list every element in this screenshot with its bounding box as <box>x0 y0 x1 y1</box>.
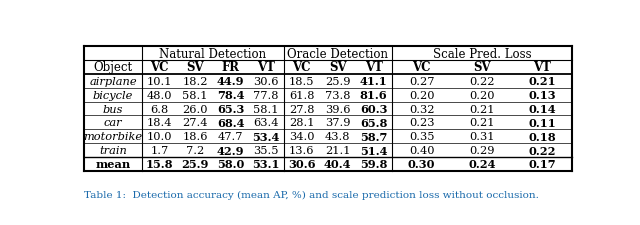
Text: VT: VT <box>533 61 551 74</box>
Text: 0.32: 0.32 <box>409 104 435 114</box>
Text: 65.8: 65.8 <box>360 117 387 128</box>
Text: airplane: airplane <box>89 76 137 86</box>
Text: SV: SV <box>186 61 204 74</box>
Text: 1.7: 1.7 <box>150 145 169 155</box>
Text: 37.9: 37.9 <box>325 118 351 128</box>
Text: 77.8: 77.8 <box>253 90 279 100</box>
Text: VT: VT <box>257 61 275 74</box>
Text: 0.21: 0.21 <box>528 76 556 87</box>
Text: 25.9: 25.9 <box>182 159 209 170</box>
Text: Object: Object <box>93 61 132 74</box>
Text: 13.6: 13.6 <box>289 145 314 155</box>
Text: 63.4: 63.4 <box>253 118 279 128</box>
Text: 0.24: 0.24 <box>468 159 495 170</box>
Text: 0.23: 0.23 <box>409 118 435 128</box>
Text: 53.4: 53.4 <box>252 131 280 142</box>
Text: 73.8: 73.8 <box>325 90 351 100</box>
Text: 39.6: 39.6 <box>325 104 351 114</box>
Text: 26.0: 26.0 <box>182 104 208 114</box>
Text: 0.18: 0.18 <box>528 131 556 142</box>
Text: VC: VC <box>292 61 311 74</box>
Text: 25.9: 25.9 <box>325 76 351 86</box>
Text: train: train <box>99 145 127 155</box>
Text: 51.4: 51.4 <box>360 145 387 156</box>
Text: 0.22: 0.22 <box>528 145 556 156</box>
Text: 40.4: 40.4 <box>324 159 351 170</box>
Text: 53.1: 53.1 <box>252 159 280 170</box>
Text: VC: VC <box>150 61 169 74</box>
Text: 30.6: 30.6 <box>253 76 279 86</box>
Text: motorbike: motorbike <box>83 132 143 142</box>
Text: 58.7: 58.7 <box>360 131 387 142</box>
Text: bicycle: bicycle <box>93 90 133 100</box>
Text: bus: bus <box>102 104 123 114</box>
Text: 27.4: 27.4 <box>182 118 208 128</box>
Text: Scale Pred. Loss: Scale Pred. Loss <box>433 47 531 60</box>
Text: 0.20: 0.20 <box>469 90 495 100</box>
Text: 81.6: 81.6 <box>360 90 387 101</box>
Text: 43.8: 43.8 <box>325 132 351 142</box>
Text: 0.22: 0.22 <box>469 76 495 86</box>
Text: 0.21: 0.21 <box>469 104 495 114</box>
Text: Natural Detection: Natural Detection <box>159 47 266 60</box>
Text: mean: mean <box>95 159 131 170</box>
Text: 10.1: 10.1 <box>147 76 172 86</box>
Text: 15.8: 15.8 <box>146 159 173 170</box>
Text: 6.8: 6.8 <box>150 104 169 114</box>
Text: SV: SV <box>473 61 491 74</box>
Text: Table 1:  Detection accuracy (mean AP, %) and scale prediction loss without occl: Table 1: Detection accuracy (mean AP, %)… <box>84 190 539 199</box>
Text: 58.1: 58.1 <box>253 104 279 114</box>
Text: 61.8: 61.8 <box>289 90 314 100</box>
Text: 0.14: 0.14 <box>528 104 556 115</box>
Text: 47.7: 47.7 <box>218 132 243 142</box>
Text: SV: SV <box>329 61 346 74</box>
Text: car: car <box>104 118 122 128</box>
Text: 35.5: 35.5 <box>253 145 279 155</box>
Text: 18.6: 18.6 <box>182 132 208 142</box>
Text: 0.31: 0.31 <box>469 132 495 142</box>
Text: 34.0: 34.0 <box>289 132 314 142</box>
Text: Oracle Detection: Oracle Detection <box>287 47 388 60</box>
Text: 0.17: 0.17 <box>528 159 556 170</box>
Text: 44.9: 44.9 <box>217 76 244 87</box>
Text: 0.21: 0.21 <box>469 118 495 128</box>
Text: VT: VT <box>365 61 383 74</box>
Text: 18.5: 18.5 <box>289 76 314 86</box>
Text: 30.6: 30.6 <box>288 159 316 170</box>
Text: 0.13: 0.13 <box>528 90 556 101</box>
Text: 42.9: 42.9 <box>217 145 244 156</box>
Text: 58.1: 58.1 <box>182 90 208 100</box>
Text: VC: VC <box>412 61 431 74</box>
Text: 78.4: 78.4 <box>217 90 244 101</box>
Text: FR: FR <box>221 61 239 74</box>
Text: 10.0: 10.0 <box>147 132 172 142</box>
Text: 65.3: 65.3 <box>217 104 244 115</box>
Text: 68.4: 68.4 <box>217 117 244 128</box>
Text: 0.35: 0.35 <box>409 132 435 142</box>
Text: 48.0: 48.0 <box>147 90 172 100</box>
Text: 18.4: 18.4 <box>147 118 172 128</box>
Text: 60.3: 60.3 <box>360 104 387 115</box>
Text: 0.40: 0.40 <box>409 145 435 155</box>
Text: 59.8: 59.8 <box>360 159 387 170</box>
Text: 58.0: 58.0 <box>217 159 244 170</box>
Text: 28.1: 28.1 <box>289 118 314 128</box>
Text: 0.30: 0.30 <box>408 159 435 170</box>
Text: 18.2: 18.2 <box>182 76 208 86</box>
Text: 41.1: 41.1 <box>360 76 387 87</box>
Text: 0.29: 0.29 <box>469 145 495 155</box>
Text: 0.20: 0.20 <box>409 90 435 100</box>
Text: 7.2: 7.2 <box>186 145 204 155</box>
Text: 27.8: 27.8 <box>289 104 314 114</box>
Text: 0.11: 0.11 <box>528 117 556 128</box>
Text: 21.1: 21.1 <box>325 145 351 155</box>
Text: 0.27: 0.27 <box>409 76 435 86</box>
